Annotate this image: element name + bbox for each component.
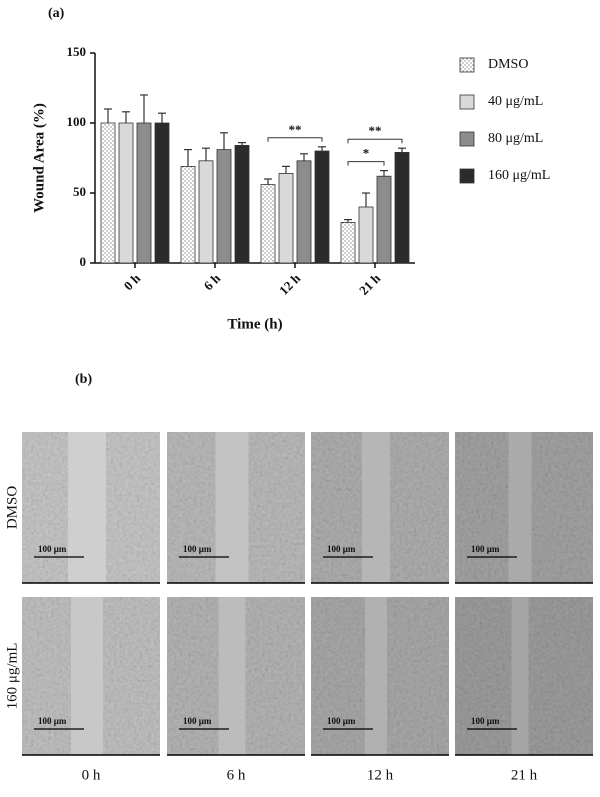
x-tick-label: 0 h xyxy=(121,270,144,293)
scale-bar-label: 100 μm xyxy=(471,544,500,554)
bar xyxy=(154,122,170,264)
significance-label: ** xyxy=(369,123,382,138)
legend-label: 160 μg/mL xyxy=(488,168,550,183)
bar xyxy=(180,165,196,264)
significance-bracket xyxy=(347,138,403,144)
scale-bar-label: 100 μm xyxy=(327,716,356,726)
legend-swatch xyxy=(459,168,475,184)
x-axis-label: Time (h) xyxy=(227,316,282,332)
legend-label: DMSO xyxy=(488,57,528,72)
bar xyxy=(296,160,312,264)
bar xyxy=(216,149,232,264)
wound-gap xyxy=(511,597,529,755)
row-label: 160 μg/mL xyxy=(4,643,20,710)
bar xyxy=(118,122,134,264)
micrograph: 100 μm xyxy=(455,597,593,756)
significance-label: ** xyxy=(289,122,302,137)
wound-gap xyxy=(362,432,390,583)
column-label: 6 h xyxy=(227,767,246,783)
y-tick-label: 100 xyxy=(67,114,87,129)
micrograph: 100 μm xyxy=(455,432,593,584)
scale-bar-label: 100 μm xyxy=(327,544,356,554)
legend-label: 40 μg/mL xyxy=(488,94,543,109)
bar xyxy=(394,151,410,264)
y-tick-label: 0 xyxy=(80,254,87,269)
micrograph: 100 μm xyxy=(22,597,160,756)
row-label: DMSO xyxy=(4,486,20,530)
x-tick-label: 21 h xyxy=(356,270,384,298)
micrograph: 100 μm xyxy=(311,432,449,584)
scale-bar-label: 100 μm xyxy=(471,716,500,726)
micrograph: 100 μm xyxy=(167,432,305,584)
micrograph: 100 μm xyxy=(311,597,449,756)
x-tick-label: 12 h xyxy=(276,270,304,298)
significance-bracket xyxy=(267,137,323,142)
wound-gap xyxy=(218,597,246,755)
wound-gap xyxy=(71,597,103,755)
panel-label: (b) xyxy=(75,372,92,387)
y-tick-label: 50 xyxy=(73,184,86,199)
wound-gap xyxy=(68,432,106,583)
scale-bar-label: 100 μm xyxy=(183,716,212,726)
legend-swatch xyxy=(459,94,475,110)
panel-label: (a) xyxy=(48,6,65,21)
y-axis-label: Wound Area (%) xyxy=(31,103,47,213)
column-label: 21 h xyxy=(511,767,538,783)
bar xyxy=(278,172,294,264)
micrograph: 100 μm xyxy=(167,597,305,756)
bar xyxy=(100,122,116,264)
bar xyxy=(136,122,152,264)
legend-swatch xyxy=(459,131,475,147)
column-label: 0 h xyxy=(82,767,101,783)
bar xyxy=(314,150,330,264)
legend-label: 80 μg/mL xyxy=(488,131,543,146)
scale-bar-label: 100 μm xyxy=(38,716,67,726)
bar xyxy=(376,175,392,264)
y-tick-label: 150 xyxy=(67,44,87,59)
significance-label: * xyxy=(363,146,370,161)
bar xyxy=(198,160,214,264)
column-label: 12 h xyxy=(367,767,394,783)
bar xyxy=(358,206,374,264)
bar xyxy=(234,144,250,264)
bar xyxy=(340,221,356,264)
x-tick-label: 6 h xyxy=(201,270,224,293)
significance-bracket xyxy=(347,161,385,166)
scale-bar-label: 100 μm xyxy=(38,544,67,554)
wound-gap xyxy=(215,432,249,583)
wound-gap xyxy=(508,432,532,583)
bar xyxy=(260,184,276,264)
micrograph: 100 μm xyxy=(22,432,160,584)
wound-gap xyxy=(365,597,387,755)
scale-bar-label: 100 μm xyxy=(183,544,212,554)
legend-swatch xyxy=(459,57,475,73)
